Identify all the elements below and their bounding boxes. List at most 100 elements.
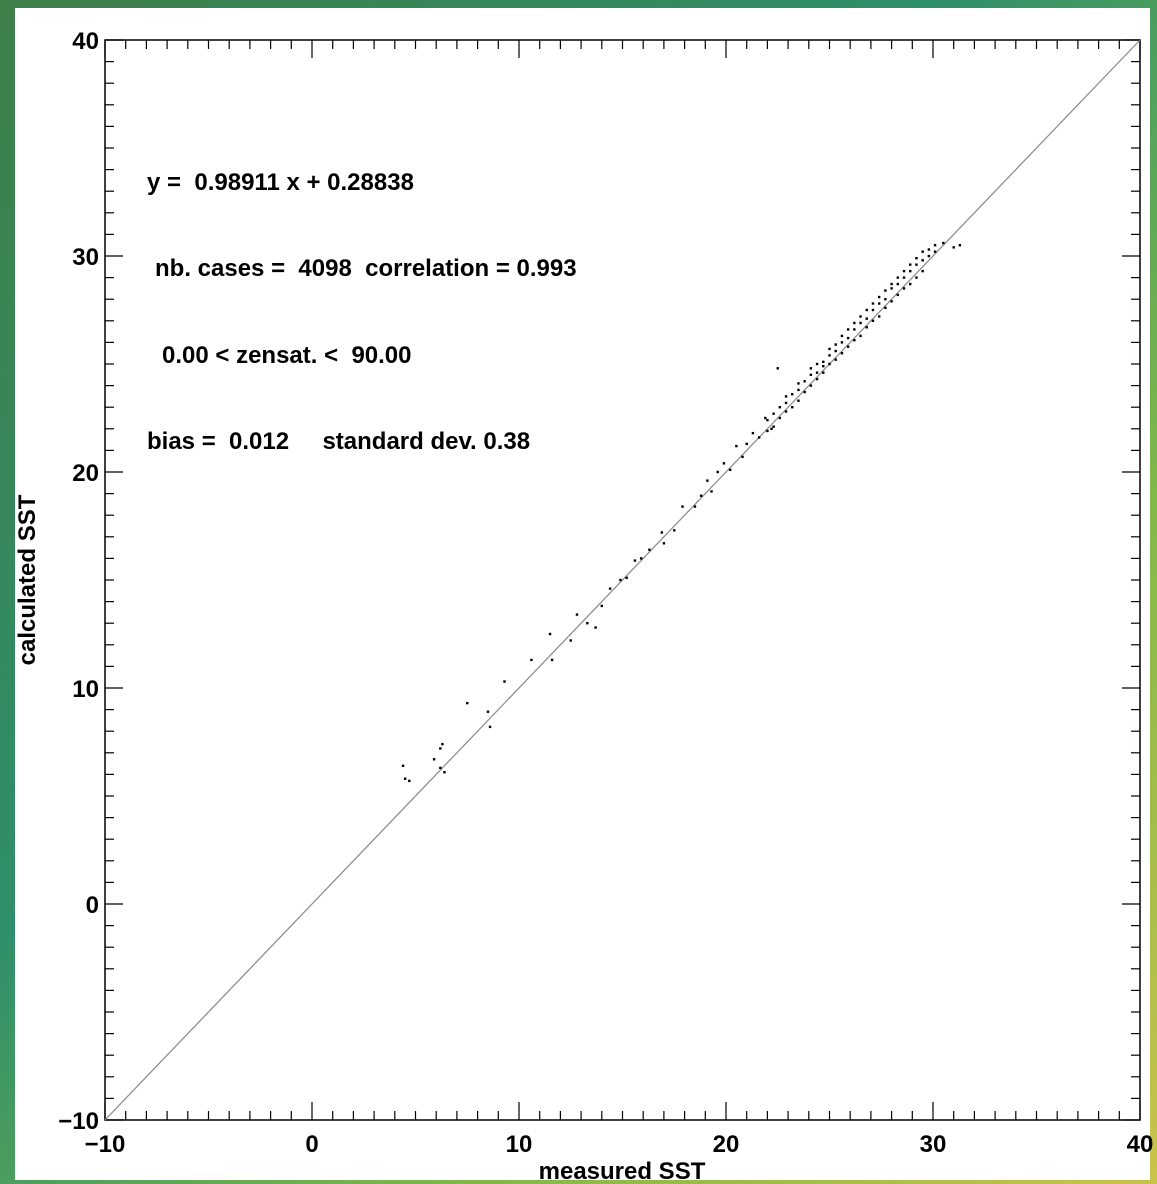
scatter-point bbox=[619, 578, 622, 582]
scatter-point bbox=[716, 470, 719, 474]
scatter-point bbox=[933, 244, 937, 247]
scatter-point bbox=[846, 345, 850, 348]
scatter-point bbox=[439, 766, 442, 770]
scatter-point bbox=[681, 505, 684, 508]
scatter-point bbox=[871, 308, 875, 312]
scatter-point bbox=[890, 287, 893, 290]
scatter-point bbox=[466, 701, 469, 705]
scatter-point bbox=[846, 328, 850, 331]
scatter-point bbox=[890, 300, 893, 303]
scatter-point bbox=[890, 282, 893, 286]
scatter-point bbox=[884, 289, 887, 292]
scatter-point bbox=[877, 302, 881, 305]
scatter-point bbox=[815, 362, 819, 366]
scatter-point bbox=[828, 354, 831, 357]
scatter-point bbox=[865, 317, 868, 320]
scatter-point bbox=[840, 352, 844, 355]
y-tick-label: 10 bbox=[72, 676, 99, 703]
scatter-point bbox=[921, 259, 924, 262]
scatter-point bbox=[803, 390, 806, 394]
scatter-point bbox=[797, 388, 800, 392]
scatter-point bbox=[865, 308, 868, 312]
scatter-point bbox=[884, 298, 887, 301]
scatter-point bbox=[784, 401, 788, 405]
scatter-point bbox=[625, 576, 628, 580]
scatter-point bbox=[803, 380, 806, 383]
annotation: nb. cases = 4098 correlation = 0.993 bbox=[155, 255, 577, 282]
scatter-point bbox=[828, 347, 831, 351]
scatter-point bbox=[834, 349, 837, 353]
scatter-point bbox=[809, 373, 813, 376]
scatter-point bbox=[896, 293, 900, 297]
y-tick-label: 30 bbox=[72, 244, 99, 271]
scatter-point bbox=[822, 360, 825, 364]
scatter-point bbox=[871, 302, 875, 305]
scatter-point bbox=[902, 287, 906, 290]
scatter-point bbox=[432, 758, 436, 761]
scatter-point bbox=[902, 276, 906, 279]
scatter-point bbox=[660, 531, 664, 534]
scatter-point bbox=[706, 479, 709, 482]
scatter-point bbox=[751, 431, 755, 435]
scatter-point bbox=[828, 362, 831, 366]
scatter-point bbox=[853, 321, 856, 325]
scatter-point bbox=[662, 542, 666, 545]
scatter-point bbox=[745, 442, 748, 446]
scatter-point bbox=[735, 444, 738, 448]
scatter-point bbox=[778, 406, 782, 409]
scatter-point bbox=[586, 622, 589, 625]
scatter-point bbox=[927, 254, 931, 258]
scatter-point bbox=[909, 263, 912, 266]
x-axis-label: measured SST bbox=[539, 1158, 706, 1184]
scatter-point bbox=[441, 742, 444, 746]
scatter-point bbox=[859, 321, 862, 325]
scatter-point bbox=[853, 328, 856, 331]
scatter-point bbox=[865, 326, 868, 329]
scatter-point bbox=[791, 393, 794, 396]
scatter-point bbox=[815, 377, 819, 381]
scatter-point bbox=[548, 632, 552, 636]
scatter-point bbox=[840, 341, 844, 344]
scatter-point bbox=[766, 418, 769, 422]
x-tick-label: 20 bbox=[713, 1131, 740, 1158]
annotation: bias = 0.012 standard dev. 0.38 bbox=[147, 428, 530, 455]
scatter-point bbox=[915, 256, 918, 260]
scatter-point bbox=[896, 282, 900, 286]
scatter-point bbox=[915, 263, 918, 266]
scatter-point bbox=[834, 343, 837, 346]
scatter-point bbox=[884, 306, 887, 310]
scatter-point bbox=[784, 410, 788, 413]
scatter-point bbox=[822, 371, 825, 374]
scatter-point bbox=[927, 248, 931, 251]
scatter-point bbox=[902, 269, 906, 273]
scatter-point bbox=[503, 680, 506, 683]
x-tick-label: 0 bbox=[305, 1131, 318, 1158]
scatter-point bbox=[815, 371, 819, 374]
scatter-point bbox=[693, 505, 697, 508]
scatter-point bbox=[673, 529, 676, 532]
scatter-point bbox=[608, 587, 612, 590]
x-tick-label: 10 bbox=[506, 1131, 533, 1158]
scatter-point bbox=[772, 425, 775, 428]
scatter-point bbox=[569, 639, 572, 642]
scatter-point bbox=[784, 395, 788, 398]
scatter-point bbox=[896, 276, 900, 279]
scatter-point bbox=[809, 367, 813, 370]
scatter-point bbox=[846, 336, 850, 340]
scatter-point bbox=[575, 613, 579, 616]
scatter-point bbox=[550, 658, 554, 662]
scatter-point bbox=[909, 282, 912, 286]
scatter-point bbox=[722, 462, 726, 465]
scatter-point bbox=[757, 436, 761, 439]
scatter-point bbox=[648, 548, 651, 551]
y-tick-label: −10 bbox=[58, 1108, 99, 1135]
scatter-point bbox=[834, 358, 837, 361]
scatter-point bbox=[728, 468, 732, 472]
scatter-point bbox=[639, 557, 643, 560]
y-tick-label: 20 bbox=[72, 460, 99, 487]
scatter-point bbox=[594, 626, 597, 629]
scatter-point bbox=[853, 339, 856, 342]
scatter-point bbox=[797, 399, 800, 402]
scatter-point bbox=[766, 429, 769, 433]
x-tick-label: 40 bbox=[1127, 1131, 1154, 1158]
